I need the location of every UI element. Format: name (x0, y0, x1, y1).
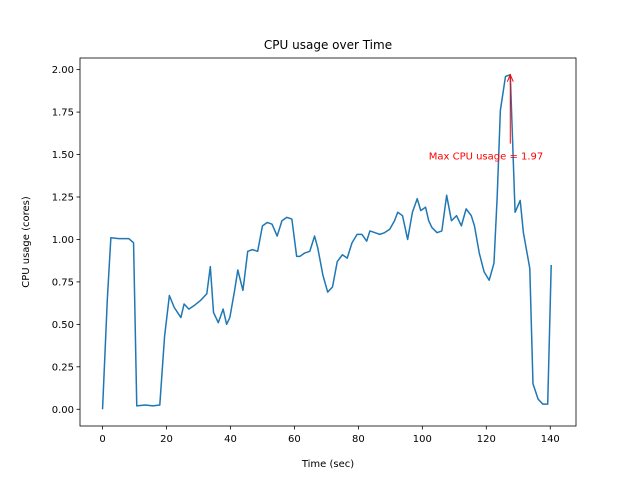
y-tick-label: 0.25 (52, 362, 74, 373)
data-line (101, 73, 552, 410)
annotation-arrowhead (506, 73, 514, 82)
x-tick-label: 120 (477, 434, 496, 445)
x-tick-label: 40 (224, 434, 237, 445)
chart-title: CPU usage over Time (264, 38, 392, 52)
y-tick-label: 1.75 (52, 108, 74, 119)
x-tick-label: 20 (160, 434, 173, 445)
y-tick-label: 2.00 (52, 65, 74, 76)
x-tick-label: 100 (413, 434, 432, 445)
y-tick-label: 1.50 (52, 150, 74, 161)
y-tick-label: 1.00 (52, 235, 74, 246)
y-tick-label: 0.00 (52, 405, 74, 416)
x-tick-label: 80 (352, 434, 365, 445)
x-axis-label: Time (sec) (301, 459, 354, 470)
x-tick-label: 140 (541, 434, 560, 445)
y-tick-label: 0.50 (52, 320, 74, 331)
x-tick-label: 0 (99, 434, 105, 445)
y-axis-label: CPU usage (cores) (21, 196, 32, 288)
y-tick-label: 0.75 (52, 277, 74, 288)
x-tick-label: 60 (288, 434, 301, 445)
y-tick-label: 1.25 (52, 192, 74, 203)
axes-frame (79, 57, 577, 427)
annotation-text: Max CPU usage = 1.97 (429, 152, 544, 163)
